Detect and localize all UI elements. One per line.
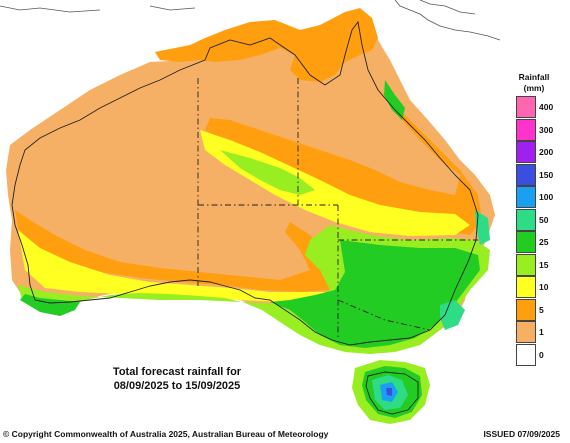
caption-line2: 08/09/2025 to 15/09/2025 <box>113 380 241 392</box>
zone-10mm-south <box>18 230 340 305</box>
legend-label-15: 15 <box>539 259 549 270</box>
legend-swatch-0 <box>516 343 536 366</box>
legend-label-400: 400 <box>539 102 554 112</box>
zone-10mm <box>200 130 470 236</box>
zone-5mm-south <box>15 210 345 292</box>
zone-15mm <box>220 150 315 195</box>
australia-rainfall-map <box>0 0 501 424</box>
caption-line1: Total forecast rainfall for <box>112 366 242 378</box>
rainfall-legend: Rainfall (mm) 400 300 200 150 100 50 25 15 10 5 1 0 <box>508 72 568 382</box>
legend-swatch-300 <box>516 118 536 141</box>
zone-50mm <box>440 300 465 330</box>
zone-5mm-east <box>205 90 482 235</box>
legend-swatch-10 <box>516 276 536 299</box>
legend-swatch-400 <box>516 96 536 119</box>
copyright-notice: © Copyright Commonwealth of Australia 20… <box>3 429 329 439</box>
legend-title: Rainfall (mm) <box>508 72 560 94</box>
legend-swatch-100 <box>516 186 536 209</box>
legend-swatch-5 <box>516 298 536 321</box>
zone-25mm <box>270 240 480 348</box>
legend-label-10: 10 <box>539 282 549 292</box>
rainfall-zones <box>6 8 495 354</box>
legend-title-line2: (mm) <box>523 83 545 93</box>
legend-swatch-25 <box>516 231 536 254</box>
legend-swatch-150 <box>516 163 536 186</box>
legend-swatch-1 <box>516 321 536 344</box>
zone-50mm-coast <box>475 210 490 245</box>
issued-date: ISSUED 07/09/2025 <box>483 429 560 439</box>
legend-label-25: 25 <box>539 237 549 247</box>
australia-coastline <box>11 20 479 346</box>
legend-swatch-15 <box>516 253 536 276</box>
png-outline <box>0 0 501 41</box>
tasmania-zones <box>352 360 430 424</box>
legend-label-50: 50 <box>539 214 549 225</box>
legend-label-5: 5 <box>539 304 544 315</box>
zone-25mm-coast <box>384 80 405 120</box>
legend-label-0: 0 <box>539 349 544 360</box>
legend-swatch-50 <box>516 208 536 231</box>
zone-5mm <box>155 8 378 82</box>
legend-label-100: 100 <box>539 192 554 202</box>
state-borders <box>197 78 478 340</box>
legend-swatch-200 <box>516 141 536 164</box>
tasmania-coastline <box>365 371 419 415</box>
legend-label-300: 300 <box>539 124 554 135</box>
legend-label-150: 150 <box>539 169 554 180</box>
legend-label-1: 1 <box>539 327 544 337</box>
map-caption: Total forecast rainfall for 08/09/2025 t… <box>92 365 262 393</box>
legend-title-line1: Rainfall <box>518 72 550 82</box>
legend-label-200: 200 <box>539 147 554 157</box>
